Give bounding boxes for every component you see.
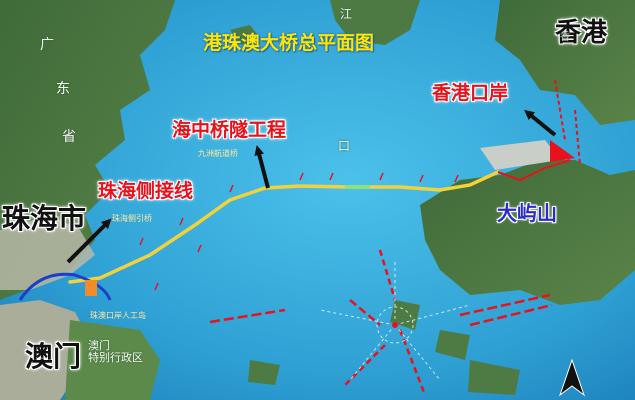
arrow-hk-port — [524, 109, 557, 137]
map-title: 港珠澳大桥总平面图 — [203, 32, 375, 54]
label-hk-small: 香 — [560, 32, 570, 43]
label-macau-small: 珠澳口岸人工岛 — [90, 311, 146, 320]
label-jiang: 江 — [340, 7, 353, 21]
hongkong-landmass — [495, 0, 635, 125]
radial-lanes — [319, 260, 471, 381]
south-island-small — [248, 360, 280, 385]
macau-link-arc — [18, 272, 112, 301]
zh-port-island — [85, 280, 97, 296]
label-guang: 广 — [40, 37, 54, 53]
arrow-zhuhai — [66, 218, 112, 264]
label-sheng: 省 — [62, 129, 76, 145]
label-jiuzhou-small: 九洲航道桥 — [198, 149, 238, 158]
zhuhai-city — [0, 215, 95, 290]
south-islands — [390, 300, 520, 395]
label-zh-link: 珠海侧接线 — [98, 180, 194, 202]
small-island-1 — [230, 25, 260, 45]
airport-island — [480, 140, 560, 170]
nav-ticks — [139, 172, 459, 291]
label-lantau: 大屿山 — [497, 201, 557, 225]
label-zh-bridge-small: 珠海侧引桥 — [112, 214, 152, 223]
ne-island — [330, 0, 420, 45]
lantau-island — [420, 160, 635, 305]
hk-port-marker — [550, 140, 575, 162]
bridge-route — [68, 170, 500, 284]
label-hongkong: 香港 — [555, 18, 608, 48]
label-macau: 澳门 — [25, 340, 82, 373]
north-arrow — [559, 358, 585, 397]
south-west-land — [65, 320, 160, 400]
label-kou: 口 — [338, 139, 351, 153]
label-tunnel: 海中桥隧工程 — [172, 119, 287, 141]
hk-boundary-dashed — [554, 79, 581, 166]
label-hk-port: 香港口岸 — [432, 82, 509, 104]
radial-hub — [392, 322, 398, 328]
label-dong: 东 — [56, 81, 70, 97]
label-zhuhai: 珠海市 — [2, 202, 87, 235]
hk-link-road — [497, 159, 571, 182]
label-macau-sar: 澳门 特别行政区 — [88, 339, 143, 365]
arrow-tunnel — [254, 145, 270, 189]
